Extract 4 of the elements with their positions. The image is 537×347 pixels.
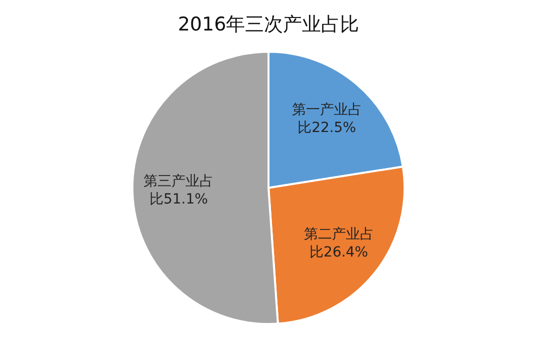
slice-label: 第一产业占比22.5% — [292, 102, 362, 136]
slice-label: 第二产业占比26.4% — [304, 226, 374, 260]
chart-title: 2016年三次产业占比 — [178, 13, 360, 36]
slice-label: 第三产业占比51.1% — [144, 174, 214, 208]
